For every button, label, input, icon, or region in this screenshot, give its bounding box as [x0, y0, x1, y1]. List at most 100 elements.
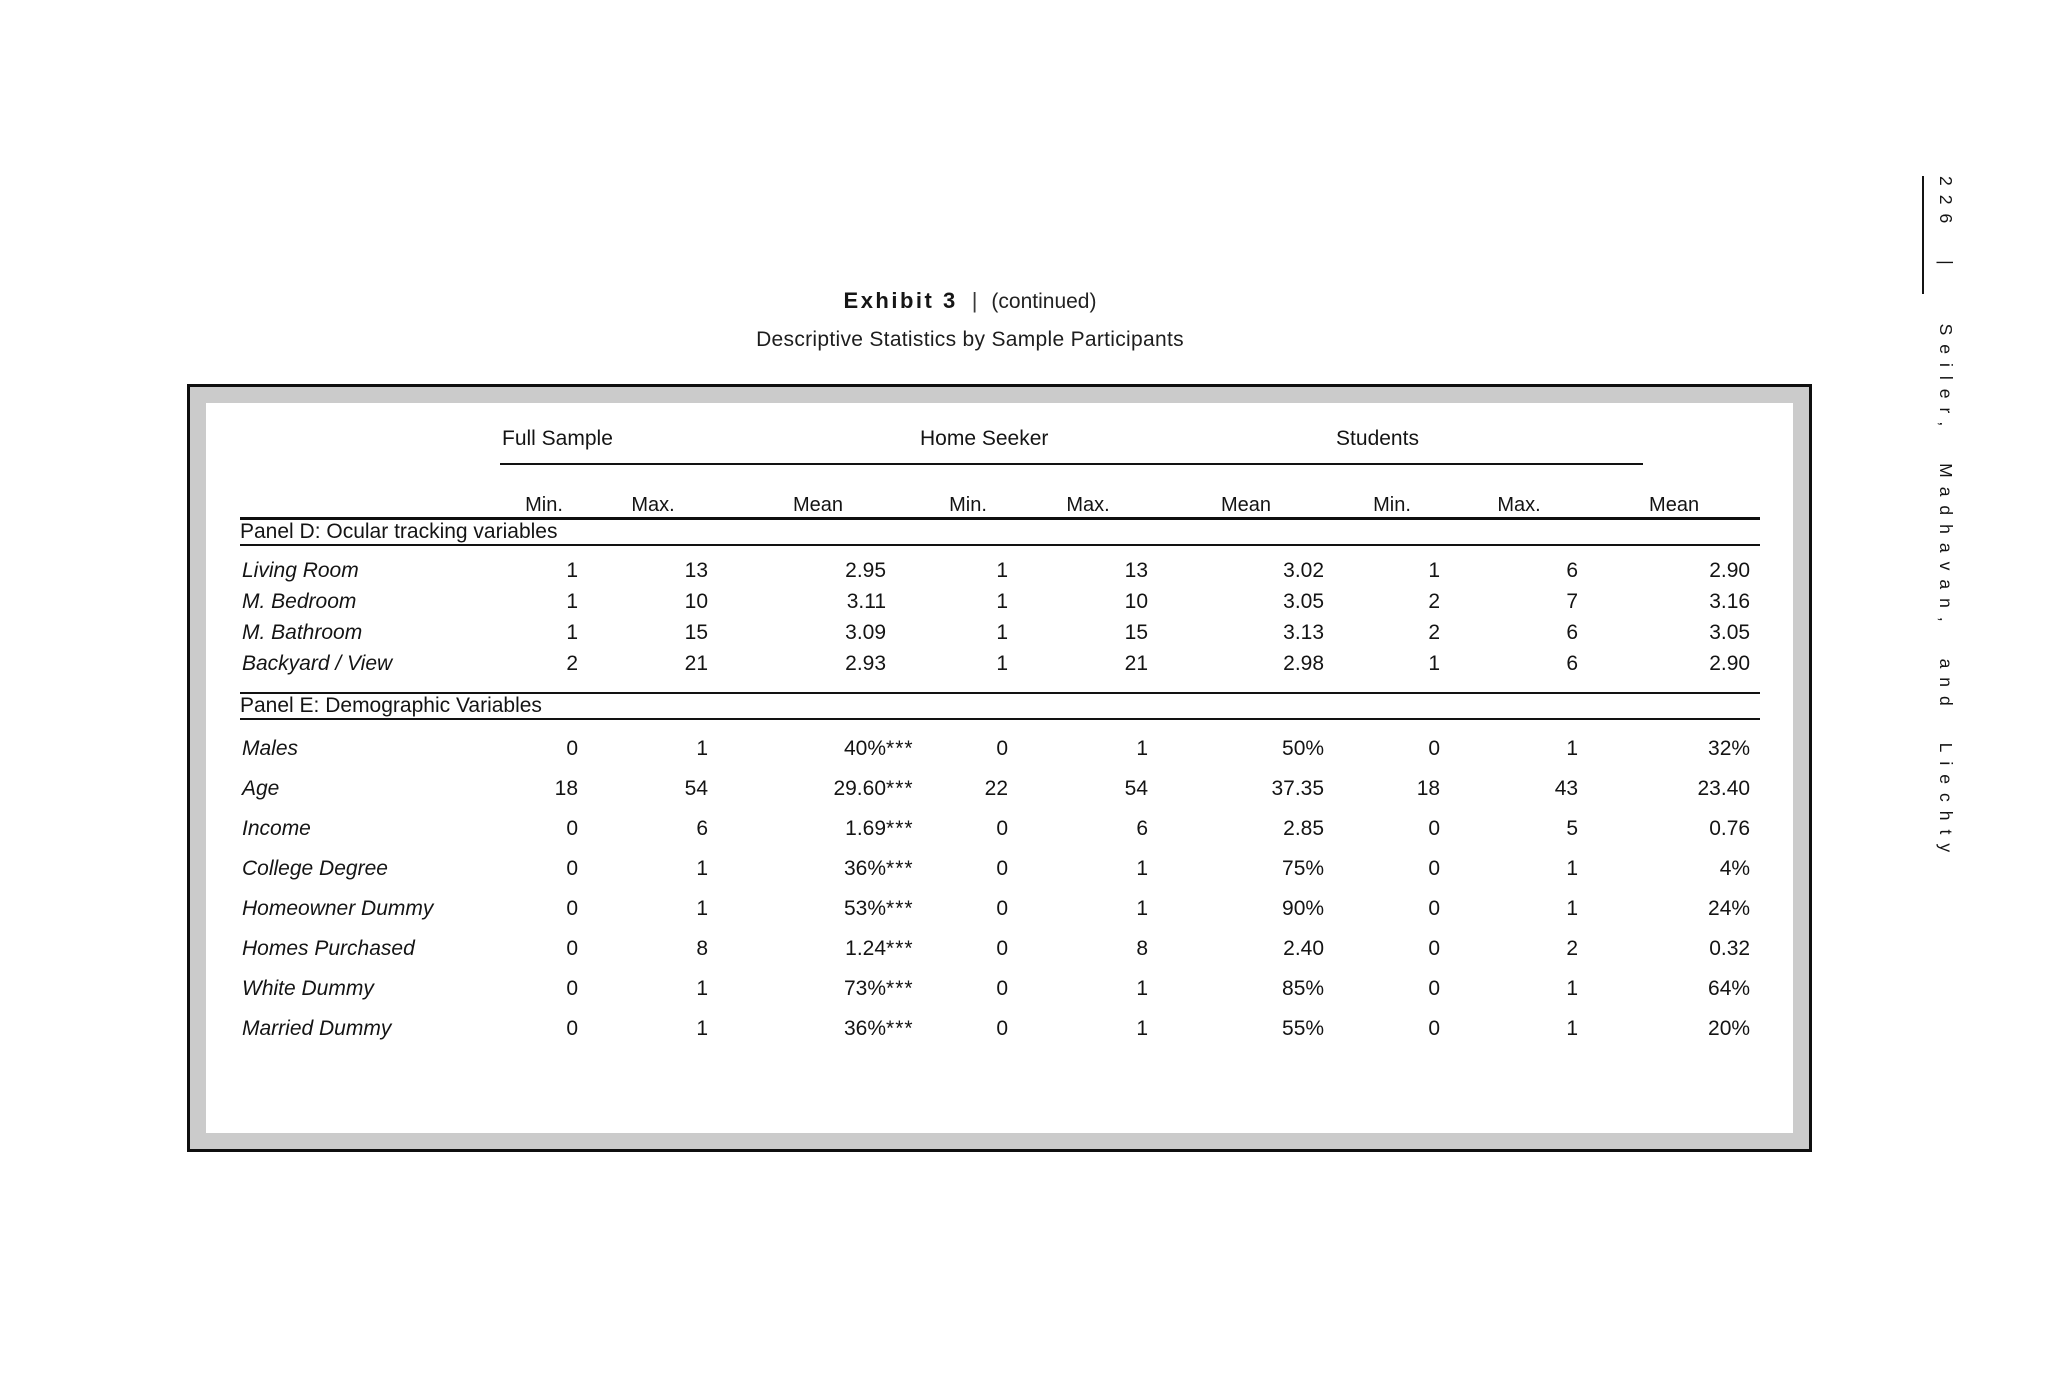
fs-mean-value: 1.69 [845, 817, 887, 840]
row-label-spacer [240, 403, 500, 465]
stat-value: 0.76 [1709, 817, 1751, 840]
stat-value: 2 [1428, 620, 1441, 644]
stat-value: 36%*** [718, 849, 918, 889]
stat-value: 40%*** [718, 719, 918, 769]
stat-value: 2.90 [1588, 648, 1761, 694]
stat-header-row: Min. Max. Mean Min. Max. Mean Min. Max. … [240, 465, 1761, 520]
stat-value: 0 [996, 937, 1009, 960]
stat-header: Min. [918, 465, 1019, 520]
stat-value: 2.93 [718, 648, 919, 694]
stat-value: 32% [1708, 737, 1751, 760]
variable-row: Income 0 6 1.69*** 0 6 2.85 0 5 0.76 [240, 809, 1760, 849]
stat-value: 5 [1566, 817, 1579, 840]
variable-row: Married Dummy 0 1 36%*** 0 1 55% 0 1 20% [240, 1009, 1760, 1049]
stat-value: 0 [1428, 737, 1441, 760]
stat-header: Min. [500, 465, 588, 520]
fs-mean-value: 2.93 [845, 651, 887, 675]
stat-value: 0 [1428, 1017, 1441, 1040]
variable-row: Males 0 1 40%*** 0 1 50% 0 1 32% [240, 719, 1760, 769]
stat-value: 1 [1566, 857, 1579, 880]
page-number-block: 226 | [1922, 176, 1956, 294]
panel-heading-row: Panel E: Demographic Variables [240, 693, 1761, 720]
stat-header: Max. [1450, 465, 1589, 520]
stats-table-body: Panel D: Ocular tracking variables Living… [240, 518, 1761, 1050]
stat-value: 1 [1136, 897, 1149, 920]
stat-value: 1 [1136, 737, 1149, 760]
variable-label: Homeowner Dummy [242, 897, 434, 920]
stat-value: 3.09 [718, 617, 918, 648]
stat-value: 2 [1428, 589, 1441, 613]
fs-mean-value: 29.60 [833, 777, 887, 800]
significance-stars: *** [886, 737, 914, 760]
stat-value: 15 [684, 620, 708, 644]
stat-value: 3.11 [718, 586, 918, 617]
group-header-students: Students [1334, 403, 1760, 465]
stat-value: 1 [1566, 897, 1579, 920]
stat-value: 15 [1124, 620, 1149, 644]
stat-value: 1 [1566, 737, 1579, 760]
stat-value: 53%*** [718, 889, 918, 929]
stat-value: 8 [1136, 937, 1149, 960]
group-header-full-sample: Full Sample [500, 403, 919, 465]
stat-value: 2.98 [1158, 648, 1335, 694]
variable-label: White Dummy [242, 977, 374, 1000]
stat-value: 1 [996, 620, 1009, 644]
stat-value: 1 [696, 1017, 708, 1040]
stat-value: 2 [1566, 937, 1579, 960]
fs-mean-value: 40% [843, 737, 887, 760]
fs-mean-value: 3.11 [846, 589, 887, 613]
stat-value: 6 [1450, 648, 1589, 694]
significance-stars: *** [886, 977, 914, 1000]
variable-row: Homes Purchased 0 8 1.24*** 0 8 2.40 0 2 0.32 [240, 929, 1760, 969]
stat-value: 0 [1428, 857, 1441, 880]
exhibit-title-line: Exhibit 3 | (continued) [200, 288, 1740, 314]
variable-row: Living Room 1 13 2.95 1 13 3.02 1 6 2.90 [240, 545, 1760, 586]
stat-value: 6 [1566, 558, 1579, 582]
stat-value: 0 [1428, 977, 1441, 1000]
variable-label: Income [242, 817, 311, 840]
stat-value: 54 [1124, 777, 1149, 800]
stat-value: 3.02 [1283, 558, 1325, 582]
stat-value: 20% [1708, 1017, 1751, 1040]
group-label: Full Sample [502, 427, 613, 450]
panel-heading: Panel E: Demographic Variables [240, 693, 1761, 720]
fs-mean-value: 36% [843, 1017, 887, 1040]
significance-stars: *** [886, 857, 914, 880]
stat-header: Mean [1588, 465, 1761, 520]
exhibit-continued-note: (continued) [991, 290, 1097, 313]
fs-mean-value: 2.95 [845, 558, 887, 582]
stat-value: 22 [984, 777, 1009, 800]
stat-value: 50% [1282, 737, 1325, 760]
stat-value: 0.32 [1709, 937, 1751, 960]
stat-value: 85% [1282, 977, 1325, 1000]
stat-value: 0 [996, 857, 1009, 880]
stat-value: 1 [1334, 648, 1451, 694]
stat-value: 3.13 [1283, 620, 1325, 644]
stat-value: 1 [996, 558, 1009, 582]
variable-row: M. Bathroom 1 15 3.09 1 15 3.13 2 6 3.05 [240, 617, 1760, 648]
stat-value: 90% [1282, 897, 1325, 920]
stat-value: 29.60*** [718, 769, 918, 809]
exhibit-subtitle: Descriptive Statistics by Sample Partici… [756, 328, 1184, 351]
stat-value: 0 [996, 977, 1009, 1000]
stat-value: 1 [1566, 977, 1579, 1000]
stat-value: 10 [684, 589, 708, 613]
stat-value: 7 [1566, 589, 1579, 613]
stat-value: 1 [1136, 1017, 1149, 1040]
stat-value: 0 [566, 1017, 578, 1040]
stat-value: 1 [1428, 558, 1441, 582]
stat-header: Max. [588, 465, 718, 520]
variable-row: Age 18 54 29.60*** 22 54 37.35 18 43 23.40 [240, 769, 1760, 809]
stat-value: 1 [696, 897, 708, 920]
stat-value: 0 [996, 1017, 1009, 1040]
exhibit-title-block: Exhibit 3 | (continued) Descriptive Statis… [200, 288, 1740, 352]
row-label-spacer [240, 465, 500, 520]
stat-value: 23.40 [1697, 777, 1751, 800]
variable-label: College Degree [242, 857, 388, 880]
stat-value: 0 [566, 897, 578, 920]
group-header-home-seeker: Home Seeker [918, 403, 1335, 465]
stat-value: 75% [1282, 857, 1325, 880]
significance-stars: *** [886, 897, 914, 920]
stat-value: 4% [1719, 857, 1751, 880]
group-underline: Home Seeker [918, 427, 1335, 465]
